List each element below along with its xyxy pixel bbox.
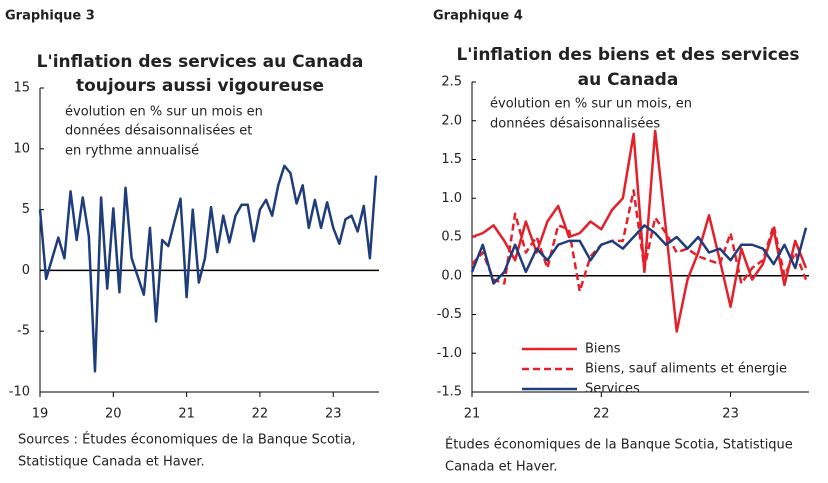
chart-subtitle: en rythme annualisé — [65, 144, 199, 159]
chart-label: Graphique 3 — [5, 9, 95, 24]
x-tick-label: 21 — [464, 407, 481, 422]
x-tick-label: 19 — [32, 407, 49, 422]
chart-title: L'inflation des biens et des services — [456, 45, 799, 65]
source-note: Statistique Canada et Haver. — [18, 455, 205, 470]
x-tick-label: 22 — [252, 407, 269, 422]
y-tick-label: -0.5 — [437, 307, 462, 322]
legend-label: Biens, sauf aliments et énergie — [585, 362, 787, 377]
y-tick-label: -1.5 — [437, 385, 462, 400]
y-tick-label: 15 — [13, 81, 30, 96]
chart-title: L'inflation des services au Canada — [37, 52, 364, 72]
chart-subtitle: données désaisonnalisées — [490, 117, 660, 132]
y-tick-label: 2.0 — [441, 113, 462, 128]
source-note: Sources : Études économiques de la Banqu… — [18, 432, 356, 448]
x-tick-label: 23 — [325, 407, 342, 422]
y-tick-label: -10 — [9, 385, 30, 400]
x-tick-label: 21 — [178, 407, 195, 422]
data-line — [38, 164, 378, 373]
legend-label: Biens — [585, 342, 621, 357]
chart-subtitle: données désaisonnalisées et — [65, 124, 252, 139]
legend-label: Services — [585, 382, 640, 397]
x-tick-label: 23 — [722, 407, 739, 422]
x-tick-label: 20 — [105, 407, 122, 422]
y-tick-label: 0.0 — [441, 268, 462, 283]
chart-subtitle: évolution en % sur un mois, en — [490, 97, 692, 112]
x-tick-label: 22 — [593, 407, 610, 422]
data-line — [471, 129, 808, 333]
y-tick-label: -5 — [17, 324, 30, 339]
chart-title: toujours aussi vigoureuse — [76, 76, 324, 96]
y-tick-label: 5 — [22, 202, 30, 217]
data-line — [470, 224, 808, 285]
y-tick-label: 10 — [13, 141, 30, 156]
y-tick-label: 0.5 — [441, 230, 462, 245]
y-tick-label: -1.0 — [437, 346, 462, 361]
y-tick-label: 1.5 — [441, 152, 462, 167]
y-tick-label: 1.0 — [441, 191, 462, 206]
chart-title: au Canada — [578, 70, 679, 90]
y-tick-label: 2.5 — [441, 75, 462, 90]
y-tick-label: 0 — [22, 263, 30, 278]
chart-label: Graphique 4 — [433, 9, 523, 24]
source-note: Canada et Haver. — [445, 460, 558, 475]
source-note: Études économiques de la Banque Scotia, … — [445, 437, 793, 453]
data-line — [471, 189, 808, 293]
chart-subtitle: évolution en % sur un mois en — [65, 105, 263, 120]
